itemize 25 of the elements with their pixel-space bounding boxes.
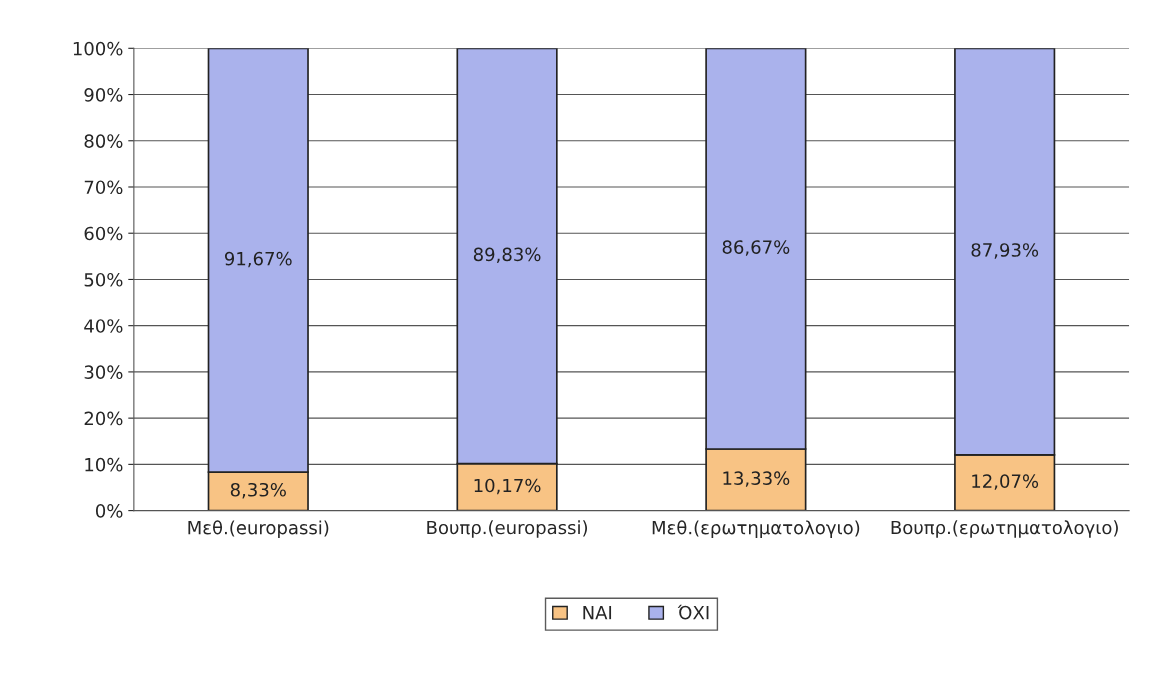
data-label: 89,83% (473, 247, 541, 264)
y-tick-label: 10% (85, 457, 123, 472)
y-tick-label: 70% (84, 180, 123, 195)
y-tick-label: 40% (84, 319, 123, 333)
data-label: 91,67% (224, 251, 292, 268)
y-tick-label: 50% (84, 272, 123, 287)
data-label: 10,17% (474, 478, 541, 495)
y-tick-label: 90% (84, 87, 123, 102)
y-tick-label: 60% (84, 226, 123, 241)
y-tick-label: 20% (84, 411, 123, 426)
data-label: 87,93% (971, 243, 1039, 259)
y-tick-label: 0% (95, 504, 123, 518)
legend-label: ΝΑΙ (583, 606, 612, 620)
x-tick-label: Βουπρ.(europassi) (427, 520, 588, 538)
legend-label: ΌΧΙ (677, 604, 709, 620)
y-tick-label: 30% (84, 365, 123, 380)
x-tick-label: Βουπρ.(ερωτηματολογιο) (891, 520, 1118, 538)
y-tick-label: 80% (84, 134, 123, 148)
data-label: 86,67% (722, 240, 790, 256)
x-tick-label: Μεθ.(ερωτηματολογιο) (652, 520, 860, 538)
x-tick-label: Μεθ.(europassi) (188, 520, 329, 538)
data-label: 8,33% (230, 482, 286, 499)
data-label: 13,33% (723, 471, 790, 487)
data-label: 12,07% (972, 474, 1039, 490)
y-tick-label: 100% (73, 41, 123, 56)
